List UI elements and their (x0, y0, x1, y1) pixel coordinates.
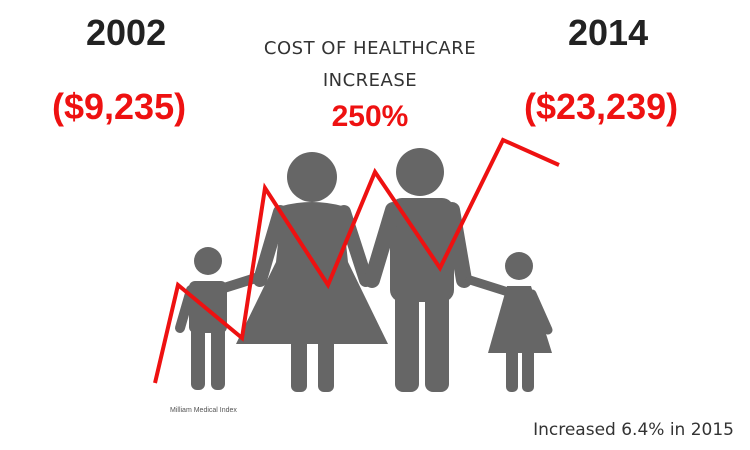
source-label: Milliam Medical Index (170, 407, 237, 414)
end-cost: ($23,239) (524, 86, 679, 127)
footnote-text: Increased 6.4% in 2015 (533, 420, 734, 440)
father-figure (364, 148, 472, 392)
start-year: 2002 (86, 12, 167, 53)
title-line-2: INCREASE (322, 70, 418, 91)
trend-line-icon (153, 137, 560, 384)
start-cost: ($9,235) (52, 86, 187, 127)
end-year: 2014 (568, 12, 649, 53)
family-silhouette-icon (175, 148, 553, 392)
girl-figure (465, 252, 553, 392)
increase-percent: 250% (331, 100, 409, 133)
title-line-1: COST OF HEALTHCARE (263, 38, 477, 59)
mother-figure (236, 152, 388, 392)
